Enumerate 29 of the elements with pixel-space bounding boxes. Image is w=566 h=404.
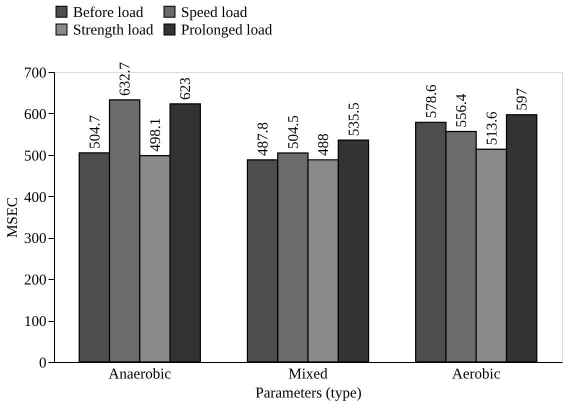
x-tick-label: Aerobic [452, 366, 501, 382]
data-label: 578.6 [424, 84, 440, 118]
x-tick-label: Mixed [288, 366, 328, 382]
y-tick-label: 200 [24, 272, 46, 289]
legend-label: Speed load [181, 4, 248, 21]
data-label: 504.5 [286, 115, 302, 149]
y-axis-title: MSEC [5, 197, 21, 238]
y-tick-label: 500 [24, 148, 46, 164]
data-label: 487.8 [256, 122, 272, 156]
data-label: 535.5 [346, 102, 362, 136]
legend-label: Prolonged load [181, 22, 273, 38]
x-tick-label: Anaerobic [108, 366, 172, 382]
legend-label: Strength load [73, 22, 154, 38]
legend-label: Before load [73, 4, 144, 21]
y-tick-label: 300 [24, 231, 46, 248]
data-label: 556.4 [454, 93, 470, 128]
y-tick-label: 0 [39, 356, 46, 372]
data-label: 488 [316, 133, 332, 156]
y-tick-label: 600 [24, 106, 46, 123]
data-label: 504.7 [87, 114, 104, 149]
data-label: 513.6 [484, 110, 500, 146]
y-tick-label: 100 [24, 314, 46, 330]
x-axis-title: Parameters (type) [255, 386, 362, 402]
data-label: 623 [178, 77, 194, 100]
data-label: 498.1 [148, 118, 164, 152]
data-label: 597 [514, 88, 531, 111]
y-tick-label: 400 [24, 190, 46, 206]
data-label: 632.7 [118, 62, 134, 96]
y-tick-label: 700 [24, 66, 46, 82]
